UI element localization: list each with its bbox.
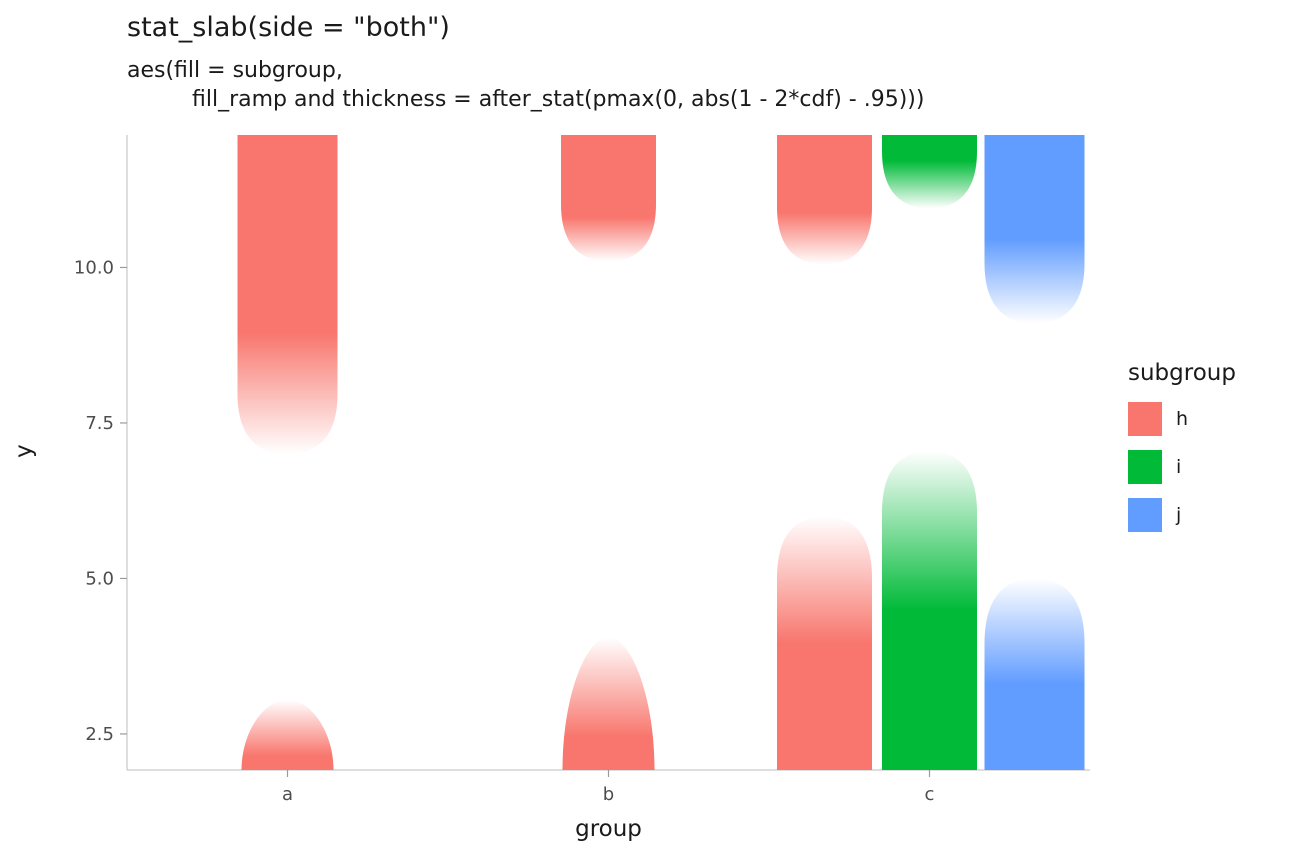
- legend-swatch-h: [1128, 402, 1162, 436]
- slab-c-i-bottom: [882, 450, 977, 770]
- legend-label: j: [1176, 504, 1182, 526]
- slab-b-h-top: [561, 135, 656, 262]
- plot-panel: 2.5 5.0 7.5 10.0 a b c: [74, 135, 1090, 805]
- subtitle-line-2: fill_ramp and thickness = after_stat(pma…: [192, 87, 925, 112]
- legend-entry-h: h: [1128, 402, 1236, 436]
- legend-swatch-i: [1128, 450, 1162, 484]
- x-axis-title: group: [575, 816, 642, 842]
- x-tick-label: a: [282, 784, 293, 805]
- legend-entry-j: j: [1128, 498, 1236, 532]
- slab-c-j-bottom: [984, 578, 1085, 770]
- chart-title: stat_slab(side = "both"): [127, 12, 450, 43]
- x-tick-label: c: [925, 784, 935, 805]
- legend-entry-i: i: [1128, 450, 1236, 484]
- slab-c-h-top: [777, 135, 872, 265]
- legend-swatch-j: [1128, 498, 1162, 532]
- y-tick-label: 7.5: [85, 413, 114, 434]
- y-tick-label: 5.0: [85, 568, 114, 589]
- legend-label: i: [1176, 456, 1182, 478]
- subtitle-line-1: aes(fill = subgroup,: [127, 58, 343, 83]
- slab-c-j-top: [984, 135, 1085, 324]
- legend-label: h: [1176, 408, 1189, 430]
- x-tick-label: b: [603, 784, 614, 805]
- y-tick-label: 2.5: [85, 724, 114, 745]
- slab-a-h-bottom: [241, 699, 334, 770]
- y-tick-label: 10.0: [74, 257, 114, 278]
- legend-entries: h i j: [1128, 402, 1236, 532]
- slab-a-h-top: [237, 135, 338, 455]
- y-axis-title: y: [11, 444, 37, 458]
- slab-c-h-bottom: [777, 516, 872, 770]
- slab-b-h-bottom: [562, 637, 655, 770]
- chart-subtitle: aes(fill = subgroup, fill_ramp and thick…: [127, 56, 924, 114]
- legend-title: subgroup: [1128, 360, 1236, 386]
- slab-c-i-top: [882, 135, 977, 209]
- legend: subgroup h i j: [1128, 360, 1236, 546]
